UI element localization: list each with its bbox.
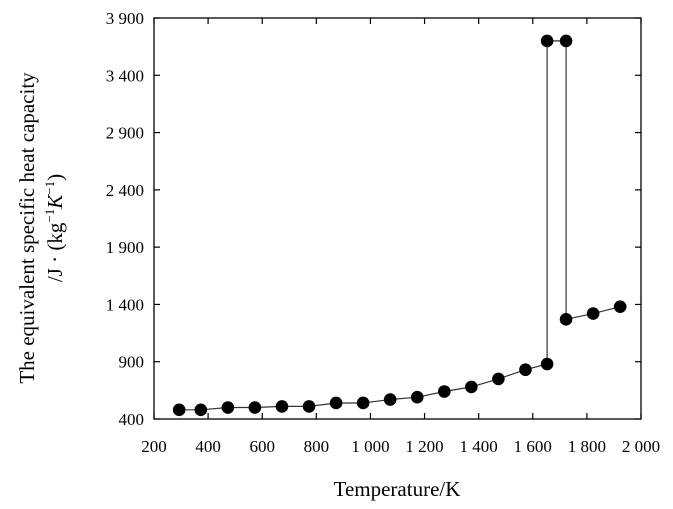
y-axis-label: The equivalent specific heat capacity /J… xyxy=(15,72,67,384)
x-tick-label: 1 000 xyxy=(351,437,389,456)
x-tick-label: 600 xyxy=(249,437,275,456)
data-point xyxy=(540,357,554,371)
data-point xyxy=(356,396,370,410)
plot-frame xyxy=(153,17,642,420)
y-tick-label: 2 400 xyxy=(106,181,144,200)
x-tick-label: 200 xyxy=(141,437,167,456)
data-point xyxy=(540,34,554,48)
series-line xyxy=(179,40,621,411)
data-point xyxy=(438,385,451,398)
y-tick-label: 400 xyxy=(119,410,145,429)
data-point xyxy=(559,34,573,48)
y-tick-label: 3 400 xyxy=(106,66,144,85)
x-tick-label: 1 200 xyxy=(405,437,443,456)
y-axis-label-line2: /J · (kg−1K−1) xyxy=(42,174,67,282)
x-axis-label: Temperature/K xyxy=(334,477,461,501)
data-point xyxy=(221,401,235,414)
data-point xyxy=(492,372,505,386)
data-points xyxy=(172,34,627,417)
data-point xyxy=(519,363,532,377)
data-point xyxy=(383,393,397,406)
x-tick-label: 1 600 xyxy=(514,437,552,456)
x-tick-label: 400 xyxy=(195,437,221,456)
y-axis-label-line1: The equivalent specific heat capacity xyxy=(15,72,39,384)
data-point xyxy=(275,400,289,413)
y-tick-label: 1 400 xyxy=(106,295,144,314)
data-point xyxy=(613,300,627,314)
x-tick-label: 1 400 xyxy=(460,437,498,456)
data-point xyxy=(194,403,208,417)
axis-ticks xyxy=(153,17,642,420)
x-tick-label: 1 800 xyxy=(568,437,606,456)
x-tick-labels: 200 400 600 800 1 000 1 200 1 400 1 600 1 800 2 0… xyxy=(141,437,660,456)
x-tick-label: 800 xyxy=(304,437,330,456)
y-tick-label: 900 xyxy=(119,353,145,372)
data-point xyxy=(172,403,186,417)
data-point xyxy=(559,313,573,326)
x-tick-label: 2 000 xyxy=(622,437,660,456)
data-point xyxy=(465,380,478,394)
data-point xyxy=(248,401,262,414)
data-point xyxy=(329,396,343,410)
y-tick-label: 1 900 xyxy=(106,238,144,257)
y-tick-labels: 400 900 1 400 1 900 2 400 2 900 3 400 3 900 xyxy=(106,9,144,429)
y-tick-label: 3 900 xyxy=(106,9,144,28)
data-point xyxy=(586,307,600,320)
data-point xyxy=(410,390,424,404)
y-tick-label: 2 900 xyxy=(106,124,144,143)
data-point xyxy=(302,400,316,413)
